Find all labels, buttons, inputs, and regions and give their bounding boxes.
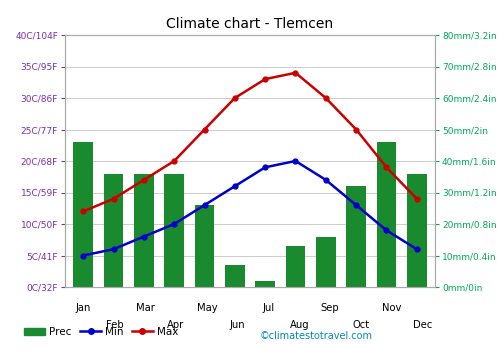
Bar: [74, 142, 93, 287]
Text: ©climatestotravel.com: ©climatestotravel.com: [260, 331, 373, 341]
Bar: [346, 186, 366, 287]
Text: Mar: Mar: [136, 303, 154, 313]
Bar: [407, 174, 426, 287]
Bar: [134, 174, 154, 287]
Bar: [104, 174, 124, 287]
Bar: [376, 142, 396, 287]
Text: Sep: Sep: [321, 303, 340, 313]
Bar: [286, 246, 306, 287]
Bar: [194, 205, 214, 287]
Text: Dec: Dec: [413, 320, 432, 330]
Bar: [256, 281, 275, 287]
Title: Climate chart - Tlemcen: Climate chart - Tlemcen: [166, 17, 334, 31]
Text: Jul: Jul: [262, 303, 274, 313]
Text: May: May: [196, 303, 217, 313]
Legend: Prec, Min, Max: Prec, Min, Max: [20, 323, 182, 341]
Text: Aug: Aug: [290, 320, 309, 330]
Bar: [225, 265, 244, 287]
Text: Oct: Oct: [352, 320, 370, 330]
Text: Jun: Jun: [230, 320, 246, 330]
Text: Nov: Nov: [382, 303, 402, 313]
Text: Apr: Apr: [168, 320, 184, 330]
Bar: [164, 174, 184, 287]
Text: Jan: Jan: [76, 303, 91, 313]
Text: Feb: Feb: [106, 320, 123, 330]
Bar: [316, 237, 336, 287]
